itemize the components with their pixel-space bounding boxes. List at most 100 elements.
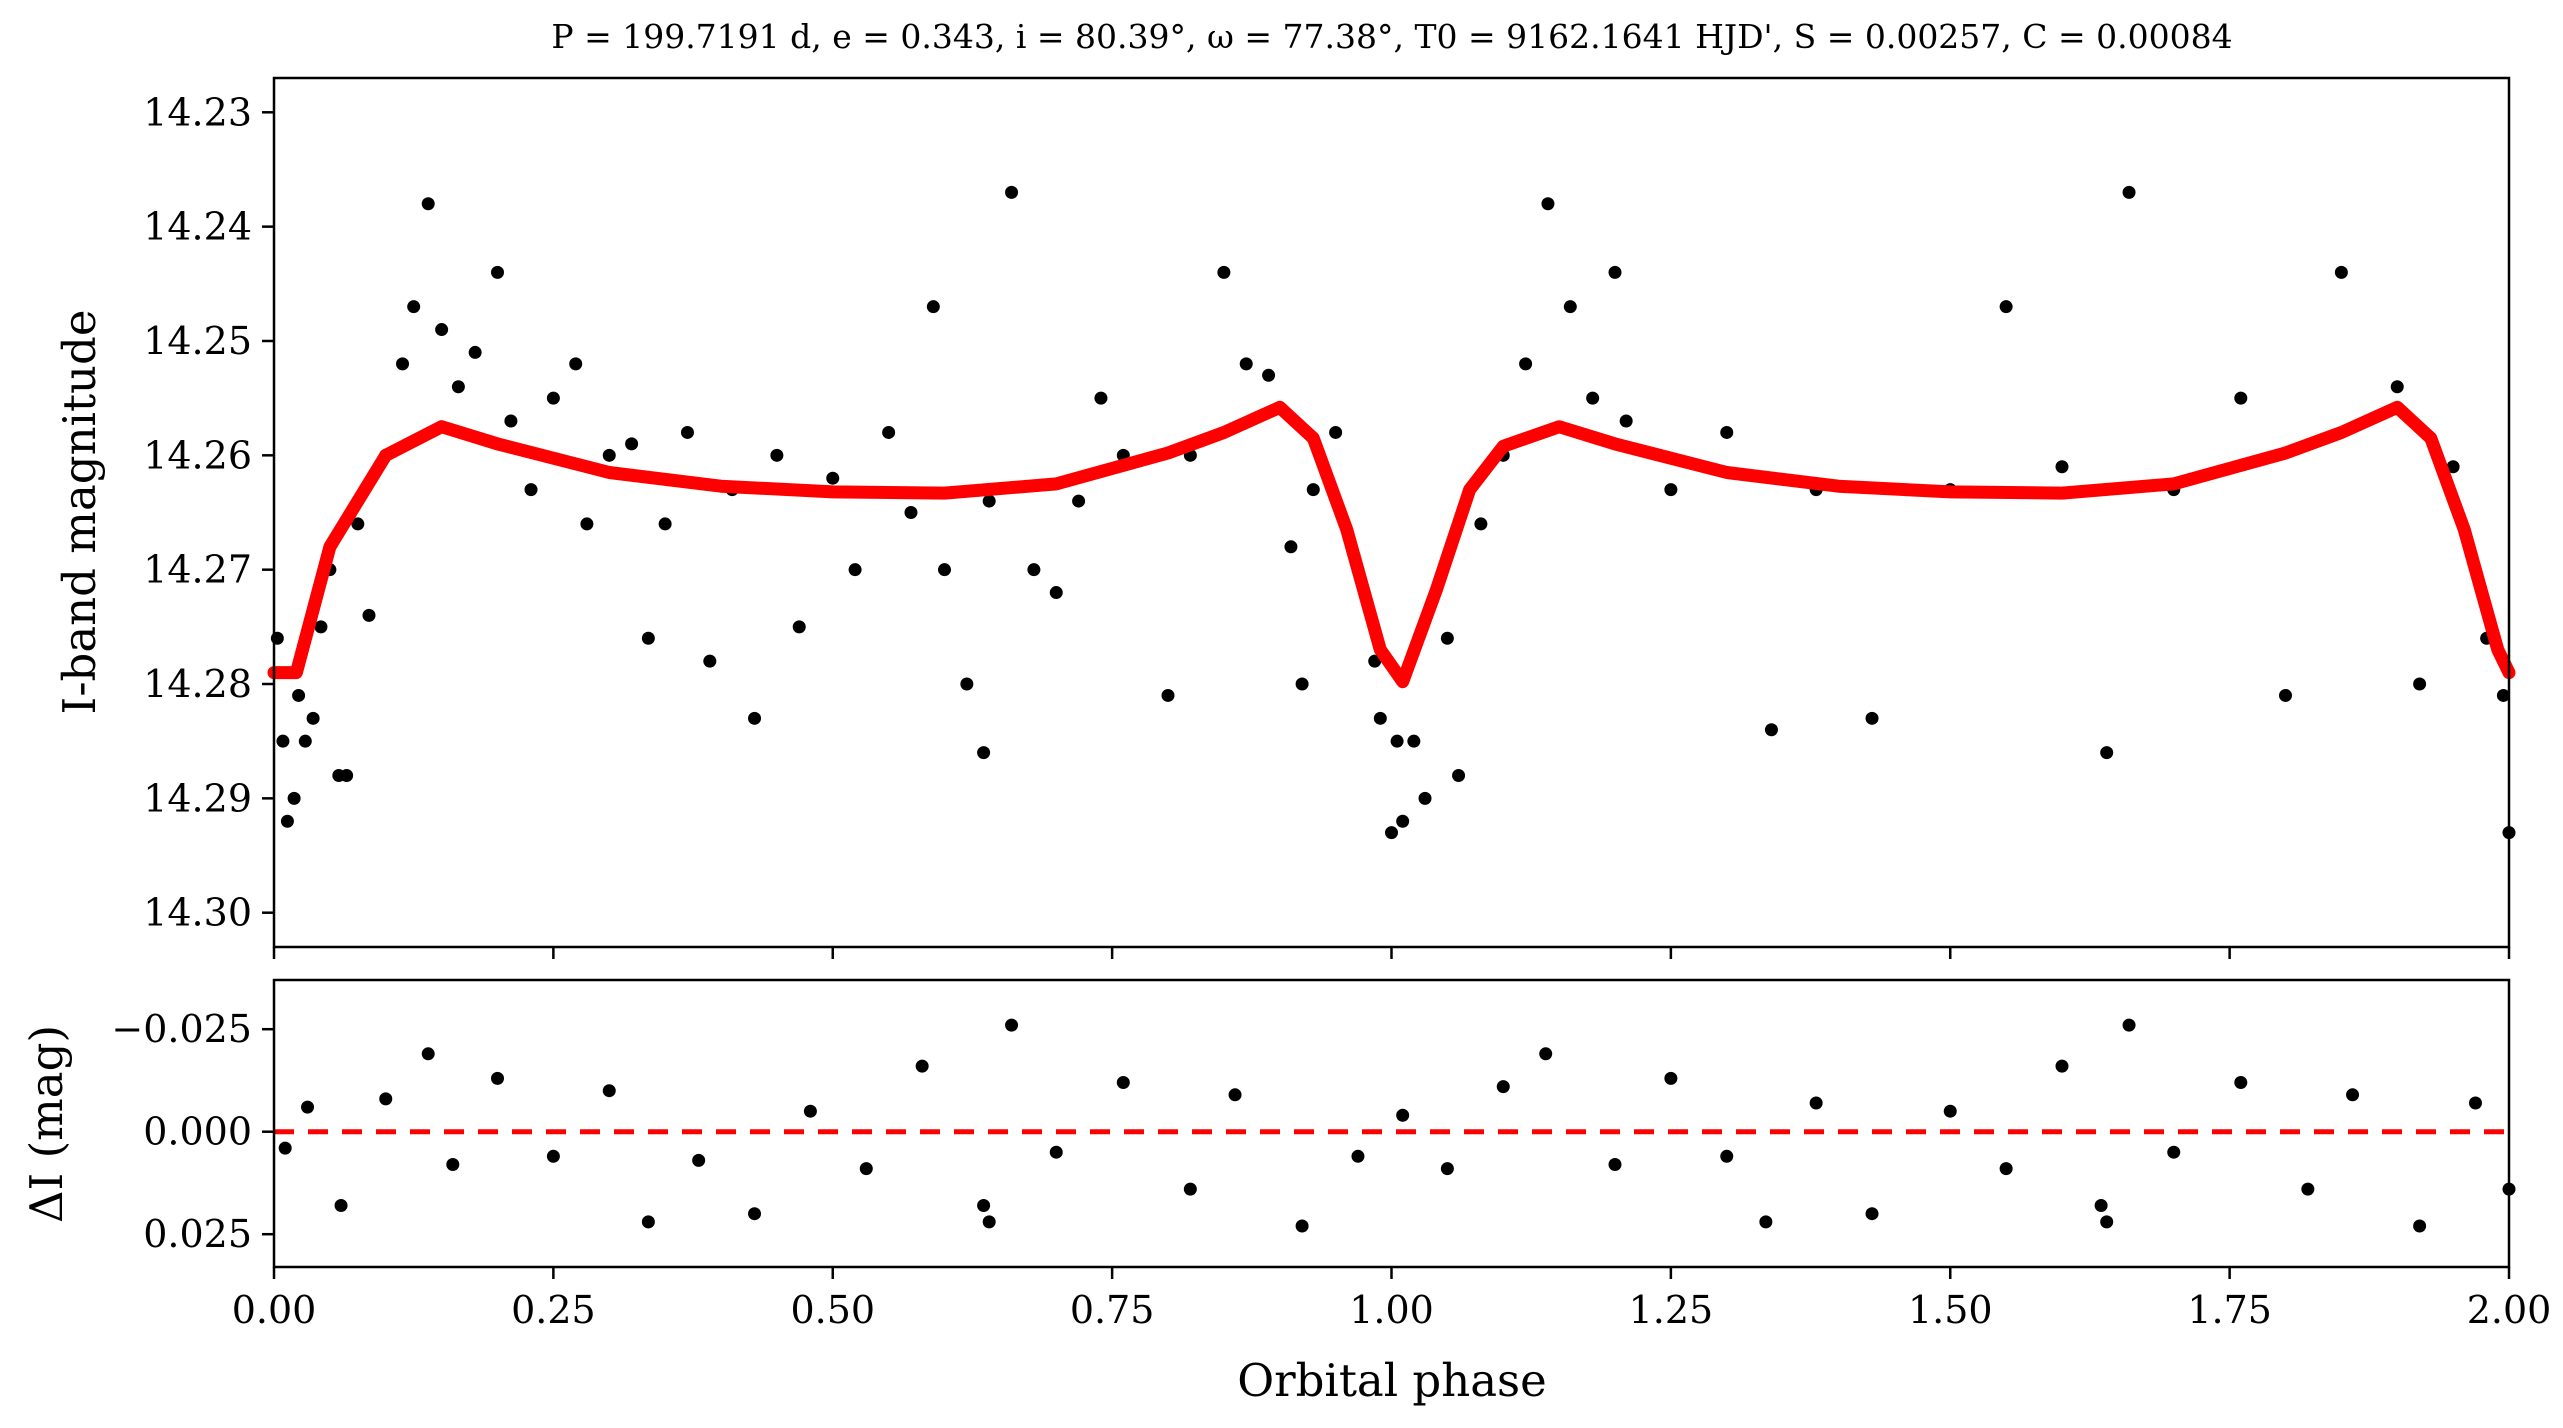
data-point [2234,391,2248,405]
data-point [468,345,482,359]
data-point [340,768,354,782]
y-tick-label: 14.23 [143,90,252,134]
x-axis-label: Orbital phase [1237,1354,1547,1407]
data-point [396,357,410,371]
residual-point [2055,1059,2069,1073]
data-point [1217,265,1231,279]
y-tick-label: 14.24 [143,205,252,249]
residual-point [1295,1219,1309,1233]
data-point [2279,688,2292,702]
residual-point [2301,1182,2315,1196]
data-point [351,517,365,531]
data-point [292,688,306,702]
data-point [491,265,504,279]
data-point [1664,483,1678,497]
magnitude-points [270,185,2516,840]
data-point [1390,734,1404,748]
y-tick-label: 14.25 [143,319,252,363]
data-point [2496,688,2510,702]
residual-point [977,1199,991,1212]
data-point [435,323,449,337]
bottom-panel: −0.025 0.000 0.025 0.00 0.25 0.50 0.75 1.00 1.2… [20,978,2551,1407]
data-point [960,677,974,691]
data-point [658,517,672,531]
data-point [770,448,784,462]
data-point [1385,826,1398,840]
y-tick-label: 14.30 [143,891,252,935]
residual-point [602,1084,616,1098]
residual-point [1183,1182,1197,1196]
data-point [1999,300,2013,314]
residual-point [1759,1215,1773,1229]
residual-point [2468,1096,2482,1110]
residual-points [278,1018,2516,1233]
x-tick-label: 1.00 [1349,1288,1434,1332]
data-point [1619,414,1633,428]
data-point [792,620,806,634]
data-point [826,471,840,485]
model-curve [267,400,2516,689]
data-point [2446,460,2460,474]
data-point [569,357,583,371]
data-point [451,380,465,394]
residual-point [421,1047,435,1061]
top-y-axis-label: I-band magnitude [53,310,106,715]
data-point [2390,380,2404,394]
x-tick-label: 1.50 [1908,1288,1993,1332]
y-tick-label: −0.025 [111,1007,252,1051]
residual-point [2167,1145,2181,1159]
x-tick-label: 0.50 [790,1288,875,1332]
y-tick-label: 14.26 [143,433,252,477]
residual-point [2094,1199,2108,1212]
residual-point [1720,1149,1734,1163]
residual-point [915,1059,929,1073]
data-point [1764,723,1778,737]
x-tick-label: 1.75 [2187,1288,2272,1332]
residual-point [2100,1215,2114,1229]
data-point [904,506,918,519]
data-point [407,300,421,314]
data-point [362,608,376,622]
data-point [748,711,762,725]
data-point [2413,677,2427,691]
data-point [1161,688,1175,702]
data-point [1563,300,1577,314]
data-point [1295,677,1309,691]
x-tick-label: 0.25 [511,1288,596,1332]
bottom-panel-frame [272,978,2511,1269]
data-point [1262,368,1276,382]
residual-point [1228,1088,1242,1102]
data-point [680,425,694,439]
residual-point [1539,1047,1553,1061]
data-point [276,734,290,748]
y-tick-label: 14.27 [143,548,252,592]
residual-point [2122,1018,2136,1032]
data-point [703,654,717,668]
residual-point [1809,1096,1823,1110]
residual-point [1005,1018,1019,1032]
x-tick-label: 0.75 [1070,1288,1155,1332]
data-point [2100,746,2114,760]
data-point [280,814,294,828]
data-point [882,425,896,439]
top-x-ticks [272,947,2511,959]
residual-point [1351,1149,1365,1163]
data-point [1373,711,1387,725]
residual-point [2413,1219,2427,1233]
residual-point [1999,1162,2013,1176]
residual-point [1865,1207,1879,1221]
data-point [1306,483,1320,497]
data-point [524,483,538,497]
data-point [298,734,312,748]
residual-point [491,1071,504,1085]
x-tick-label: 1.25 [1629,1288,1714,1332]
data-point [1284,540,1298,554]
residual-point [334,1199,348,1212]
residual-point [2234,1076,2248,1089]
residual-point [1440,1162,1454,1176]
residual-point [278,1141,292,1155]
residual-point [1049,1145,1063,1159]
data-point [982,494,996,508]
residual-point [748,1207,762,1221]
